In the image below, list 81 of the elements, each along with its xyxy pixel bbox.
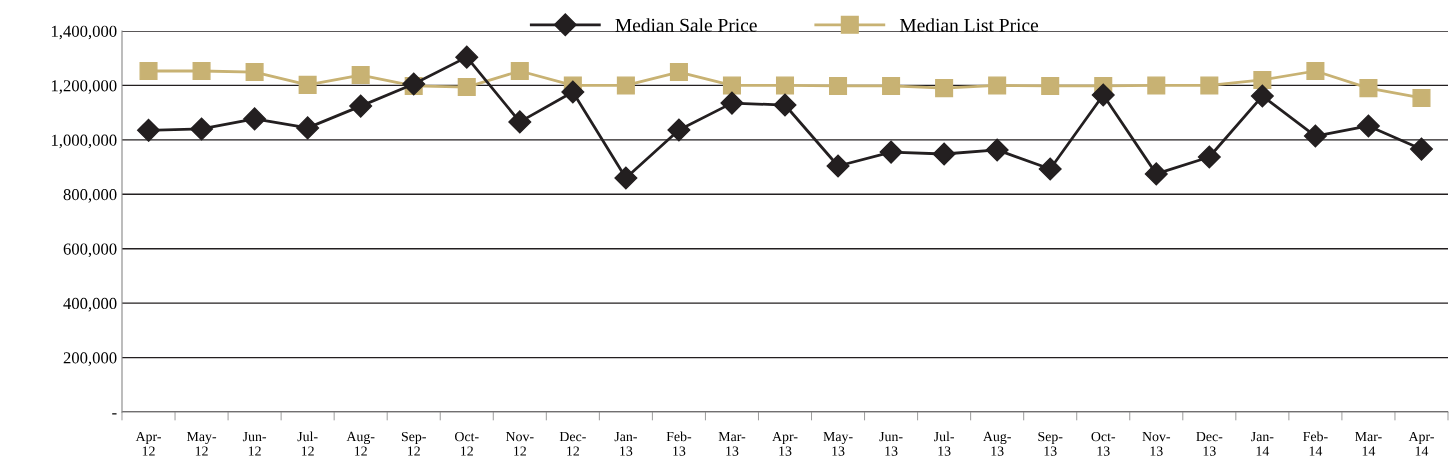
point: [773, 93, 797, 117]
point: [879, 140, 903, 164]
y-tick-label: -: [112, 413, 117, 415]
point: [510, 61, 529, 81]
y-tick-label: 800,000: [63, 188, 117, 203]
point: [1409, 137, 1433, 161]
point: [1306, 61, 1325, 81]
x-tick-label: Jan- 14: [1251, 431, 1274, 456]
x-tick-label: Jun- 12: [242, 431, 267, 456]
point: [245, 63, 264, 82]
x-tick-label: Feb- 13: [666, 431, 692, 456]
point: [614, 166, 638, 190]
x-tick-label: Dec- 12: [559, 431, 586, 456]
point: [296, 116, 320, 140]
point: [139, 61, 158, 81]
x-tick-label: Feb- 14: [1303, 431, 1328, 456]
point: [1041, 76, 1060, 96]
point: [985, 138, 1009, 162]
x-tick-label: Oct- 12: [454, 431, 479, 456]
point: [349, 94, 373, 118]
point: [1356, 114, 1380, 138]
legend-label: Median List Price: [899, 18, 1039, 32]
point: [720, 91, 744, 115]
point: [1200, 76, 1219, 95]
point: [1091, 83, 1115, 107]
point: [561, 80, 585, 104]
point: [775, 76, 795, 95]
y-tick-label: 1,000,000: [51, 134, 117, 149]
x-tick-label: Aug- 12: [346, 431, 375, 456]
point: [932, 142, 956, 166]
legend-label: Median Sale Price: [615, 18, 757, 32]
point: [1038, 157, 1062, 181]
x-tick-label: Aug- 13: [983, 431, 1011, 456]
point: [455, 45, 479, 69]
point: [988, 76, 1007, 95]
point: [1359, 79, 1378, 98]
point: [669, 63, 688, 82]
x-tick-label: Nov- 13: [1142, 431, 1171, 456]
point: [616, 76, 635, 95]
point: [351, 66, 370, 85]
x-tick-label: Apr- 14: [1408, 431, 1434, 456]
x-tick-label: Nov- 12: [505, 431, 534, 456]
point: [829, 76, 848, 96]
point: [457, 78, 476, 97]
point: [298, 75, 317, 94]
x-tick-label: May- 13: [823, 431, 853, 456]
point: [1303, 124, 1327, 148]
x-tick-label: Oct- 13: [1091, 431, 1116, 456]
x-tick-label: Sep- 13: [1038, 431, 1063, 456]
point: [243, 107, 267, 131]
x-tick-label: Jul- 13: [933, 431, 955, 456]
point: [935, 79, 954, 98]
x-tick-label: Mar- 14: [1355, 431, 1382, 456]
y-tick-label: 600,000: [63, 243, 117, 258]
x-tick-label: Jul- 12: [297, 431, 318, 456]
y-tick-label: 200,000: [63, 352, 117, 366]
x-tick-label: Dec- 13: [1196, 431, 1223, 456]
x-tick-label: Apr- 12: [135, 431, 161, 456]
y-tick-label: 1,200,000: [51, 80, 117, 94]
point: [1144, 162, 1168, 186]
point: [1412, 88, 1431, 107]
x-tick-label: Sep- 12: [401, 431, 426, 456]
x-tick-label: Jun- 13: [879, 431, 903, 456]
point: [190, 117, 214, 141]
point: [192, 61, 211, 81]
point: [722, 76, 741, 95]
point: [667, 118, 691, 142]
x-tick-label: Mar- 13: [718, 431, 746, 456]
point: [508, 110, 532, 134]
point: [1197, 145, 1221, 169]
y-tick-label: 400,000: [63, 297, 117, 312]
point: [1250, 84, 1274, 108]
point: [1253, 70, 1272, 90]
x-tick-label: Jan- 13: [614, 431, 637, 456]
point: [882, 76, 901, 96]
x-tick-label: Apr- 13: [772, 431, 798, 456]
x-tick-label: May- 12: [186, 431, 217, 456]
y-tick-label: 1,400,000: [51, 25, 117, 40]
point: [826, 154, 850, 178]
point: [1147, 76, 1166, 95]
point: [137, 118, 161, 142]
